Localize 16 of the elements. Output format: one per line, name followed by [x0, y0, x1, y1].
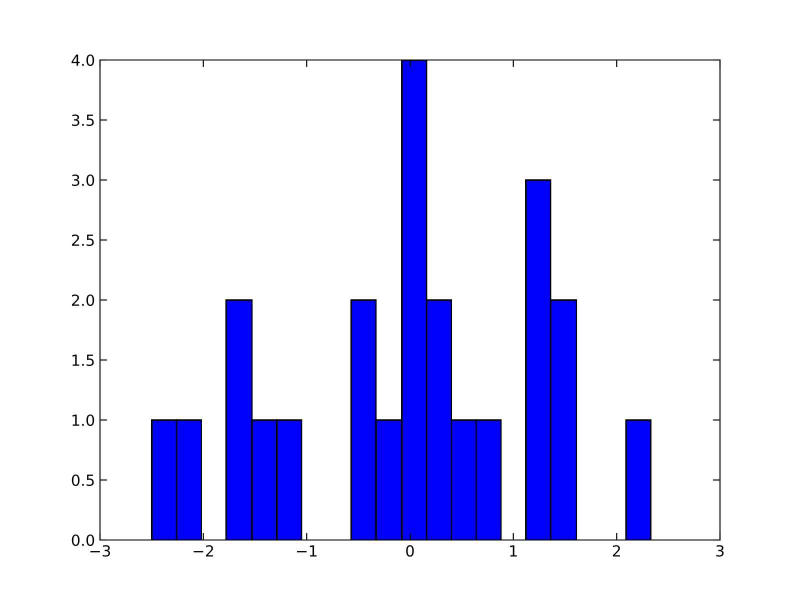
y-tick-label: 2.5 [72, 234, 94, 246]
y-tick-label: 3.5 [72, 114, 94, 126]
x-tick-label: 3 [716, 545, 724, 557]
y-tick-label: 1.0 [72, 414, 94, 426]
x-tick-label: −1 [297, 545, 317, 556]
y-tick-label: 1.5 [72, 354, 94, 366]
y-tick-label: 0.0 [72, 534, 94, 546]
x-tick-label: 0 [406, 545, 414, 557]
y-tick-label: 2.0 [72, 294, 94, 306]
y-tick-label: 3.0 [72, 174, 94, 186]
x-tick-label: −2 [194, 545, 214, 556]
y-tick-label: 0.5 [72, 474, 94, 486]
y-tick-label: 4.0 [72, 54, 94, 66]
x-tick-label: 2 [612, 545, 620, 556]
x-tick-label: 1 [510, 545, 517, 556]
x-tick-label: −3 [90, 545, 110, 557]
